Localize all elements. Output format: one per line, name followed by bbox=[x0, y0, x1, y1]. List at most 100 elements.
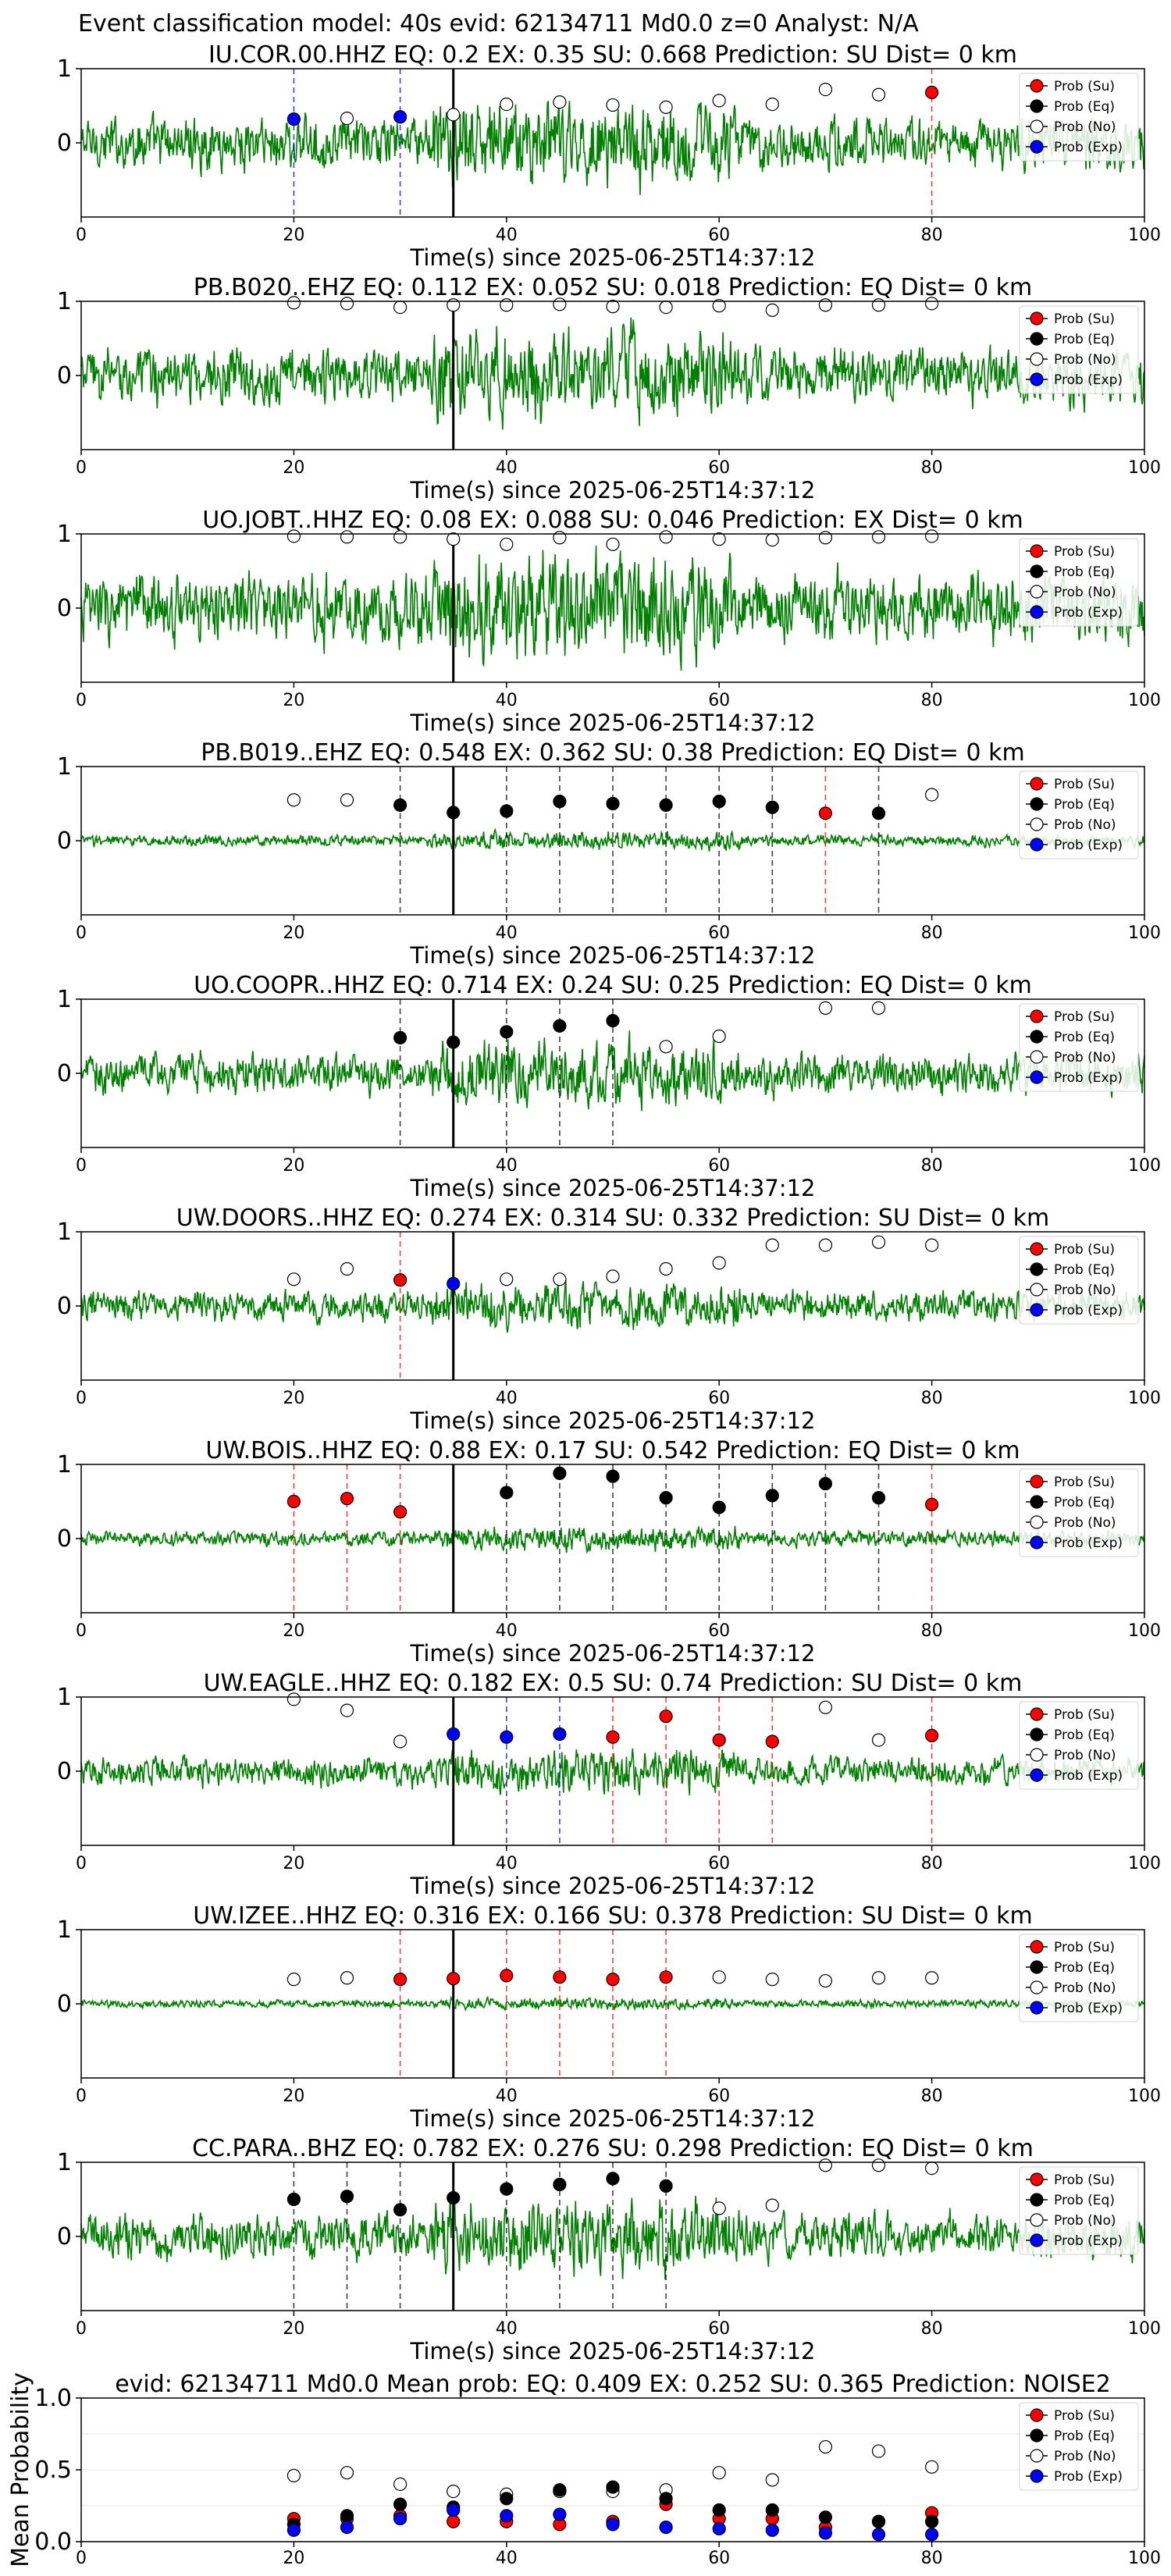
xaxis-label: Time(s) since 2025-06-25T14:37:12 bbox=[410, 1873, 816, 1899]
legend-marker-no bbox=[1030, 1748, 1044, 1762]
mean-prob-point-exp bbox=[606, 2517, 620, 2532]
xtick-label: 100 bbox=[1128, 1621, 1161, 1641]
xtick-label: 40 bbox=[496, 2087, 518, 2106]
ytick-label: 0 bbox=[57, 1060, 72, 1087]
mean-prob-point-no bbox=[871, 2444, 886, 2458]
ytick-label: 0 bbox=[57, 595, 72, 622]
prob-marker-no bbox=[765, 1973, 779, 1987]
xtick-label: 80 bbox=[921, 1156, 943, 1176]
prob-marker-su bbox=[765, 1735, 779, 1749]
prob-marker-su bbox=[818, 806, 833, 820]
mean-prob-point-no bbox=[924, 2460, 939, 2474]
legend-label: Prob (No) bbox=[1054, 119, 1116, 135]
waveform-trace bbox=[80, 317, 1145, 430]
ytick-label: 0 bbox=[57, 362, 72, 390]
legend-box bbox=[1019, 538, 1139, 627]
prob-marker-no bbox=[447, 108, 461, 122]
legend-marker-exp bbox=[1030, 838, 1044, 852]
prob-marker-no bbox=[818, 1700, 833, 1714]
legend-label: Prob (No) bbox=[1054, 817, 1116, 833]
prob-marker-eq bbox=[606, 796, 620, 811]
mean-prob-point-eq bbox=[659, 2492, 673, 2506]
prob-marker-eq bbox=[659, 2179, 673, 2193]
prob-marker-eq bbox=[447, 1035, 461, 1049]
legend-label: Prob (Exp) bbox=[1054, 372, 1123, 388]
prob-marker-eq bbox=[553, 795, 567, 809]
legend-label: Prob (Eq) bbox=[1054, 2428, 1115, 2444]
prob-marker-no bbox=[287, 529, 301, 543]
waveform-trace bbox=[80, 101, 1145, 195]
prob-marker-su bbox=[924, 1497, 939, 1511]
mean-prob-point-exp bbox=[765, 2523, 779, 2537]
prob-marker-no bbox=[447, 298, 461, 312]
prob-marker-no bbox=[340, 793, 354, 807]
xtick-label: 0 bbox=[76, 2087, 87, 2106]
xtick-label: 100 bbox=[1128, 226, 1161, 245]
legend-label: Prob (Su) bbox=[1054, 777, 1115, 792]
prob-marker-no bbox=[287, 1692, 301, 1706]
xtick-label: 80 bbox=[921, 1389, 943, 1408]
legend-marker-exp bbox=[1030, 1303, 1044, 1317]
prob-marker-no bbox=[393, 1735, 408, 1749]
prob-marker-eq bbox=[500, 1485, 514, 1500]
xtick-label: 80 bbox=[921, 923, 943, 943]
prob-marker-no bbox=[500, 537, 514, 551]
xtick-label: 60 bbox=[708, 2087, 730, 2106]
prob-marker-exp bbox=[393, 110, 408, 124]
prob-marker-no bbox=[712, 1970, 726, 1984]
prob-marker-no bbox=[553, 1272, 567, 1286]
prob-marker-no bbox=[659, 100, 673, 114]
xtick-label: 40 bbox=[496, 691, 518, 710]
legend-label: Prob (Exp) bbox=[1054, 2233, 1123, 2249]
legend-marker-exp bbox=[1030, 2001, 1044, 2015]
xtick-label: 100 bbox=[1128, 1854, 1161, 1873]
prob-marker-no bbox=[818, 2158, 833, 2172]
prob-marker-eq bbox=[500, 1025, 514, 1039]
prob-marker-no bbox=[871, 1235, 886, 1249]
xtick-label: 100 bbox=[1128, 2319, 1161, 2339]
panel-title: UO.JOBT..HHZ EQ: 0.08 EX: 0.088 SU: 0.04… bbox=[202, 507, 1023, 534]
waveform-trace bbox=[80, 546, 1145, 671]
mean-prob-point-su bbox=[447, 2514, 461, 2528]
legend-marker-eq bbox=[1030, 2428, 1044, 2443]
legend-label: Prob (No) bbox=[1054, 1980, 1116, 1996]
legend-marker-no bbox=[1030, 1980, 1044, 1994]
prob-marker-su bbox=[393, 1973, 408, 1987]
legend-label: Prob (Su) bbox=[1054, 1475, 1115, 1490]
xtick-label: 100 bbox=[1128, 1389, 1161, 1408]
legend-marker-eq bbox=[1030, 1960, 1044, 1974]
legend-label: Prob (Su) bbox=[1054, 1242, 1115, 1258]
prob-marker-eq bbox=[553, 2177, 567, 2192]
xtick-label: 80 bbox=[921, 226, 943, 245]
legend-label: Prob (Su) bbox=[1054, 2408, 1115, 2424]
legend-label: Prob (Exp) bbox=[1054, 2469, 1123, 2485]
xtick-label: 20 bbox=[283, 2087, 304, 2106]
mean-prob-point-exp bbox=[553, 2507, 567, 2521]
ytick-label: 1 bbox=[57, 1219, 72, 1246]
xtick-label: 20 bbox=[283, 1389, 304, 1408]
panel-4: PB.B019..EHZ EQ: 0.548 EX: 0.362 SU: 0.3… bbox=[57, 739, 1161, 969]
mean-prob-point-exp bbox=[818, 2526, 833, 2540]
xaxis-label: Time(s) since 2025-06-25T14:37:12 bbox=[410, 1407, 816, 1434]
legend-marker-exp bbox=[1030, 605, 1044, 619]
panel-title: UO.COOPR..HHZ EQ: 0.714 EX: 0.24 SU: 0.2… bbox=[194, 972, 1032, 999]
xtick-label: 0 bbox=[76, 2319, 87, 2339]
xtick-label: 60 bbox=[708, 1854, 730, 1873]
legend-box bbox=[1019, 2166, 1139, 2255]
legend-label: Prob (Exp) bbox=[1054, 2001, 1123, 2016]
prob-marker-eq bbox=[818, 1477, 833, 1491]
prob-marker-no bbox=[500, 98, 514, 112]
legend-label: Prob (No) bbox=[1054, 2213, 1116, 2229]
xtick-label: 0 bbox=[76, 691, 87, 710]
panel-title: IU.COR.00.HHZ EQ: 0.2 EX: 0.35 SU: 0.668… bbox=[208, 41, 1017, 69]
prob-marker-exp bbox=[447, 1276, 461, 1291]
prob-marker-su bbox=[393, 1505, 408, 1519]
prob-marker-eq bbox=[712, 795, 726, 809]
legend-label: Prob (Su) bbox=[1054, 311, 1115, 327]
xtick-label: 80 bbox=[921, 2549, 943, 2568]
legend-marker-eq bbox=[1030, 1495, 1044, 1509]
prob-marker-no bbox=[871, 1971, 886, 1985]
mean-prob-point-eq bbox=[924, 2514, 939, 2528]
prob-marker-su bbox=[287, 1494, 301, 1509]
prob-marker-no bbox=[393, 301, 408, 315]
